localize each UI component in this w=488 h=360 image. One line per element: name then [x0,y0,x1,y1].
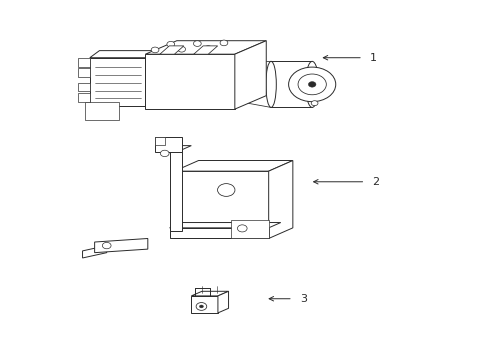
Polygon shape [145,41,265,54]
Circle shape [193,41,201,46]
Circle shape [297,74,325,95]
Circle shape [237,225,246,232]
Circle shape [166,41,174,47]
Polygon shape [268,161,292,238]
Polygon shape [191,291,228,296]
Polygon shape [90,58,145,105]
Polygon shape [95,238,147,253]
Circle shape [288,67,335,102]
Polygon shape [78,82,90,91]
Polygon shape [174,171,268,238]
Circle shape [217,184,234,196]
Polygon shape [82,246,106,258]
Circle shape [178,46,185,52]
Polygon shape [78,58,90,67]
Polygon shape [169,222,280,228]
Polygon shape [218,291,228,313]
Polygon shape [78,93,90,102]
Circle shape [160,150,169,157]
Circle shape [196,302,206,310]
Circle shape [204,46,212,51]
Polygon shape [174,161,292,171]
Polygon shape [78,68,90,77]
Polygon shape [234,41,265,109]
Text: 3: 3 [300,294,306,304]
Circle shape [151,47,159,53]
Polygon shape [169,228,268,238]
Ellipse shape [305,61,318,107]
Polygon shape [191,296,218,313]
Polygon shape [169,150,181,231]
Circle shape [199,305,203,308]
Polygon shape [85,102,119,120]
Ellipse shape [265,61,276,107]
Polygon shape [155,138,164,145]
Text: 1: 1 [369,53,376,63]
Polygon shape [90,51,155,58]
Polygon shape [145,54,234,109]
Polygon shape [155,138,181,152]
Text: 2: 2 [372,177,379,187]
Circle shape [310,101,317,105]
Polygon shape [193,46,217,54]
Circle shape [220,40,227,46]
Circle shape [308,82,315,87]
Polygon shape [169,145,191,150]
Polygon shape [230,220,268,238]
Polygon shape [160,46,183,54]
Circle shape [102,242,111,249]
